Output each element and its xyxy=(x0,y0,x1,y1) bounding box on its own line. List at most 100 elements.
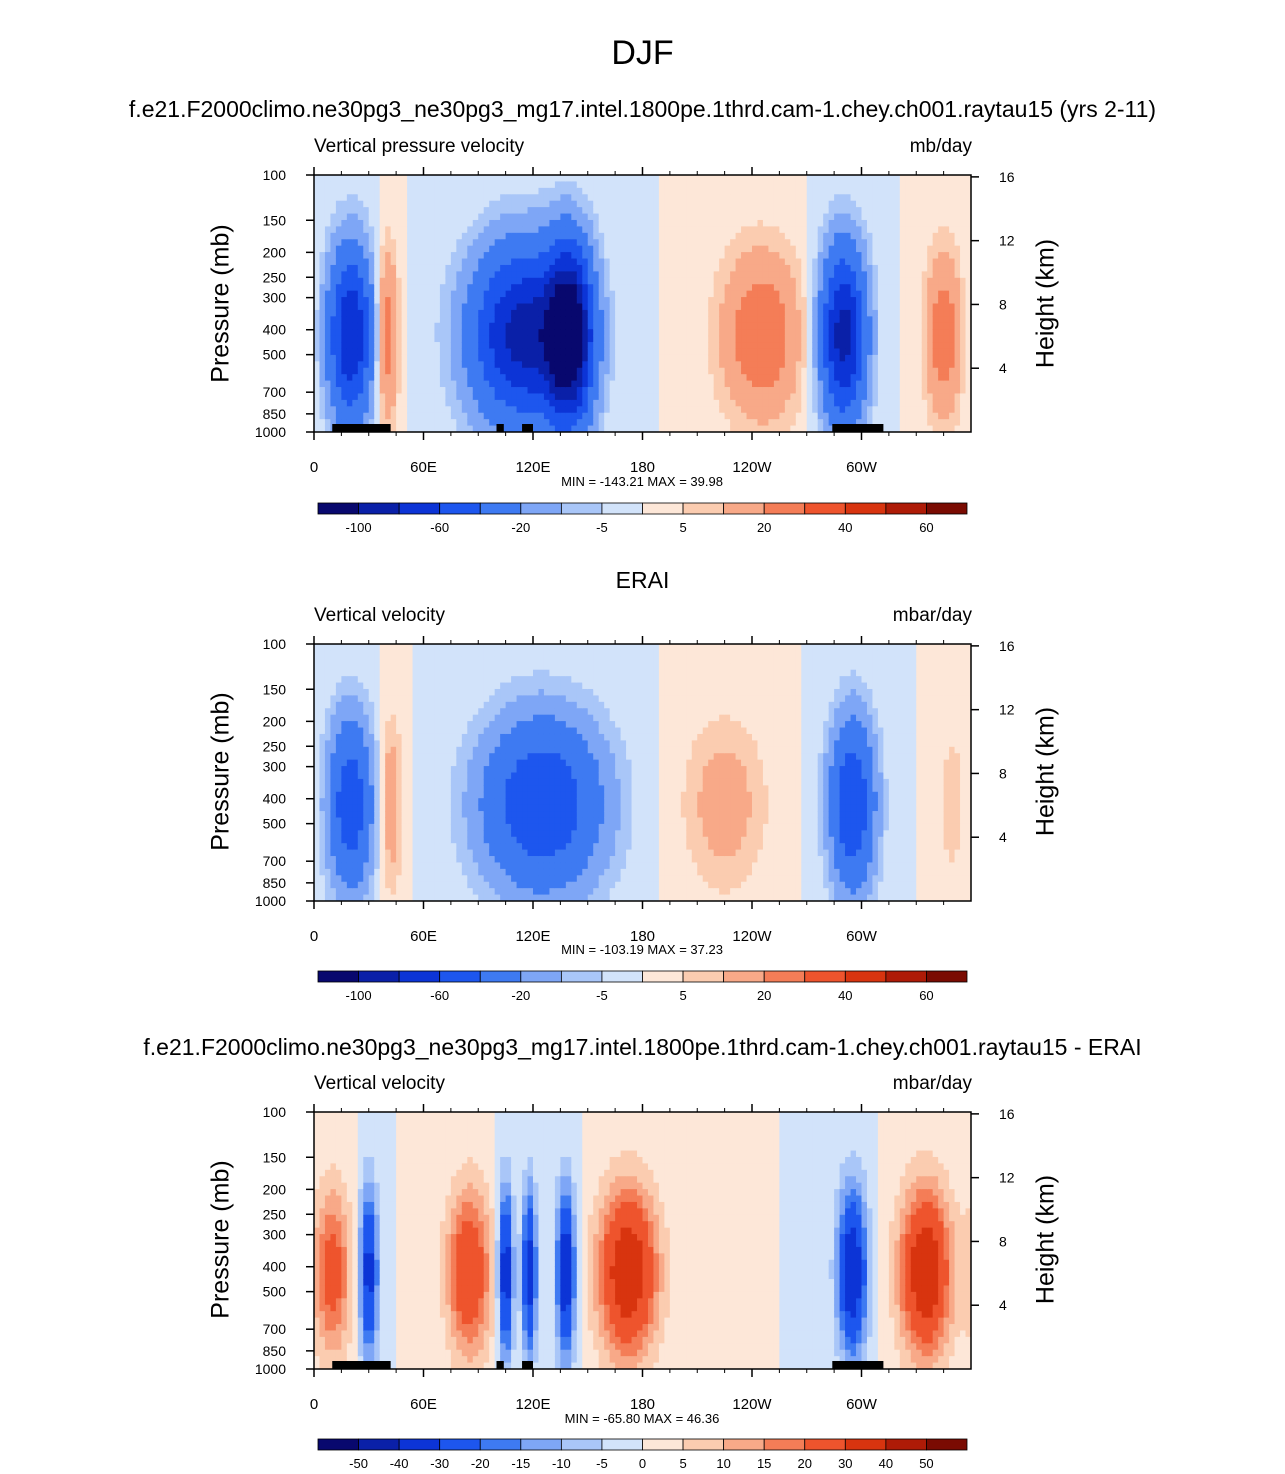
panel-2-colorbar: -100 -60 -20 -5 5 20 40 60 xyxy=(317,970,968,1003)
y-tick-label: 300 xyxy=(263,290,287,306)
colorbar-label: 5 xyxy=(679,988,686,1003)
colorbar-swatch xyxy=(601,502,643,515)
panel-2: 0 60E 120E 180 120W 60W 100 150 200 250 300 400 500 7… xyxy=(255,636,1015,945)
y-tick-label-right: 16 xyxy=(999,1106,1015,1122)
panel-1-minmax: MIN = -143.21 MAX = 39.98 xyxy=(561,474,723,489)
y-tick-label: 250 xyxy=(263,738,287,754)
y-tick-label: 850 xyxy=(263,1343,287,1359)
colorbar-swatch xyxy=(439,970,481,983)
y-tick-label-right: 12 xyxy=(999,1170,1015,1186)
land-mask xyxy=(522,424,533,432)
land-mask xyxy=(832,1361,884,1369)
colorbar-swatch xyxy=(763,1438,806,1451)
colorbar-swatch xyxy=(723,502,765,515)
y-tick-label: 300 xyxy=(263,1227,287,1243)
colorbar-swatch xyxy=(804,502,846,515)
x-tick-label: 0 xyxy=(310,1396,318,1413)
y-tick-label: 700 xyxy=(263,1321,287,1337)
colorbar-label: 15 xyxy=(757,1456,771,1471)
land-mask xyxy=(496,1361,504,1369)
panel-1-contour-field xyxy=(314,175,971,432)
colorbar-swatch xyxy=(844,502,887,515)
colorbar-swatch xyxy=(479,970,522,983)
colorbar-label: -40 xyxy=(390,1456,409,1471)
y-tick-label-right: 8 xyxy=(999,296,1007,312)
x-tick-label: 0 xyxy=(310,459,318,476)
colorbar-label: -20 xyxy=(511,988,530,1003)
colorbar-label: 20 xyxy=(798,1456,812,1471)
x-tick-label: 60W xyxy=(846,928,878,945)
colorbar-swatch xyxy=(844,1438,887,1451)
panel-2-units: mbar/day xyxy=(892,605,972,626)
y-tick-label: 300 xyxy=(263,759,287,775)
colorbar-swatch xyxy=(926,502,968,515)
y-tick-label-right: 8 xyxy=(999,765,1007,781)
colorbar-swatch xyxy=(885,970,927,983)
colorbar-label: -60 xyxy=(430,988,449,1003)
land-mask xyxy=(332,1361,391,1369)
colorbar-swatch xyxy=(642,1438,684,1451)
colorbar-swatch xyxy=(926,1438,968,1451)
colorbar-swatch xyxy=(479,502,522,515)
colorbar-swatch xyxy=(520,1438,562,1451)
panel-2-title: ERAI xyxy=(615,567,670,593)
x-tick-label: 120E xyxy=(515,928,550,945)
panel-2-minmax: MIN = -103.19 MAX = 37.23 xyxy=(561,942,723,957)
y-tick-label-right: 16 xyxy=(999,169,1015,185)
panel-3-minmax: MIN = -65.80 MAX = 46.36 xyxy=(564,1411,720,1426)
colorbar-label: 50 xyxy=(919,1456,933,1471)
colorbar-label: -20 xyxy=(511,520,530,535)
y-tick-label: 400 xyxy=(263,322,287,338)
colorbar-label: -5 xyxy=(596,988,608,1003)
y-tick-label: 700 xyxy=(263,384,287,400)
colorbar-label: 30 xyxy=(838,1456,852,1471)
x-tick-label: 180 xyxy=(630,459,655,476)
y-tick-label-right: 4 xyxy=(999,1297,1007,1313)
x-tick-label: 180 xyxy=(630,1396,655,1413)
y-tick-label: 100 xyxy=(263,636,287,652)
figure-title: DJF xyxy=(611,34,674,72)
colorbar-swatch xyxy=(804,970,846,983)
x-tick-label: 60W xyxy=(846,1396,878,1413)
y-tick-label-right: 12 xyxy=(999,702,1015,718)
colorbar-swatch xyxy=(926,970,968,983)
colorbar-swatch xyxy=(763,502,806,515)
colorbar-swatch xyxy=(642,970,684,983)
panel-1-variable-label: Vertical pressure velocity xyxy=(314,136,525,157)
y-tick-label: 200 xyxy=(263,1181,287,1197)
land-mask xyxy=(522,1361,533,1369)
colorbar-swatch xyxy=(682,970,725,983)
colorbar-label: -20 xyxy=(471,1456,490,1471)
x-tick-label: 60W xyxy=(846,459,878,476)
y-tick-label-right: 16 xyxy=(999,638,1015,654)
colorbar-swatch xyxy=(358,970,400,983)
colorbar-label: -100 xyxy=(346,988,372,1003)
y-tick-label: 100 xyxy=(263,167,287,183)
panel-1-units: mb/day xyxy=(909,136,972,157)
y-tick-label: 250 xyxy=(263,269,287,285)
panel-2-variable-label: Vertical velocity xyxy=(314,605,445,626)
y-tick-label: 700 xyxy=(263,853,287,869)
colorbar-swatch xyxy=(560,970,603,983)
x-tick-label: 0 xyxy=(310,928,318,945)
colorbar-label: 10 xyxy=(716,1456,730,1471)
colorbar-label: 5 xyxy=(679,1456,686,1471)
x-tick-label: 60E xyxy=(410,1396,437,1413)
y-tick-label: 100 xyxy=(263,1104,287,1120)
x-tick-label: 60E xyxy=(410,459,437,476)
colorbar-label: 40 xyxy=(838,988,852,1003)
y-tick-label-right: 12 xyxy=(999,233,1015,249)
y-tick-label: 200 xyxy=(263,244,287,260)
y-tick-label: 500 xyxy=(263,347,287,363)
colorbar-swatch xyxy=(398,502,441,515)
y-tick-label: 850 xyxy=(263,406,287,422)
x-tick-label: 120W xyxy=(732,1396,772,1413)
panel-1-colorbar: -100 -60 -20 -5 5 20 40 60 xyxy=(317,502,968,535)
y-tick-label: 1000 xyxy=(255,893,286,909)
colorbar-label: 0 xyxy=(639,1456,646,1471)
colorbar-label: -5 xyxy=(596,520,608,535)
colorbar-swatch xyxy=(682,1438,725,1451)
colorbar-swatch xyxy=(317,970,359,983)
colorbar-label: 60 xyxy=(919,520,933,535)
